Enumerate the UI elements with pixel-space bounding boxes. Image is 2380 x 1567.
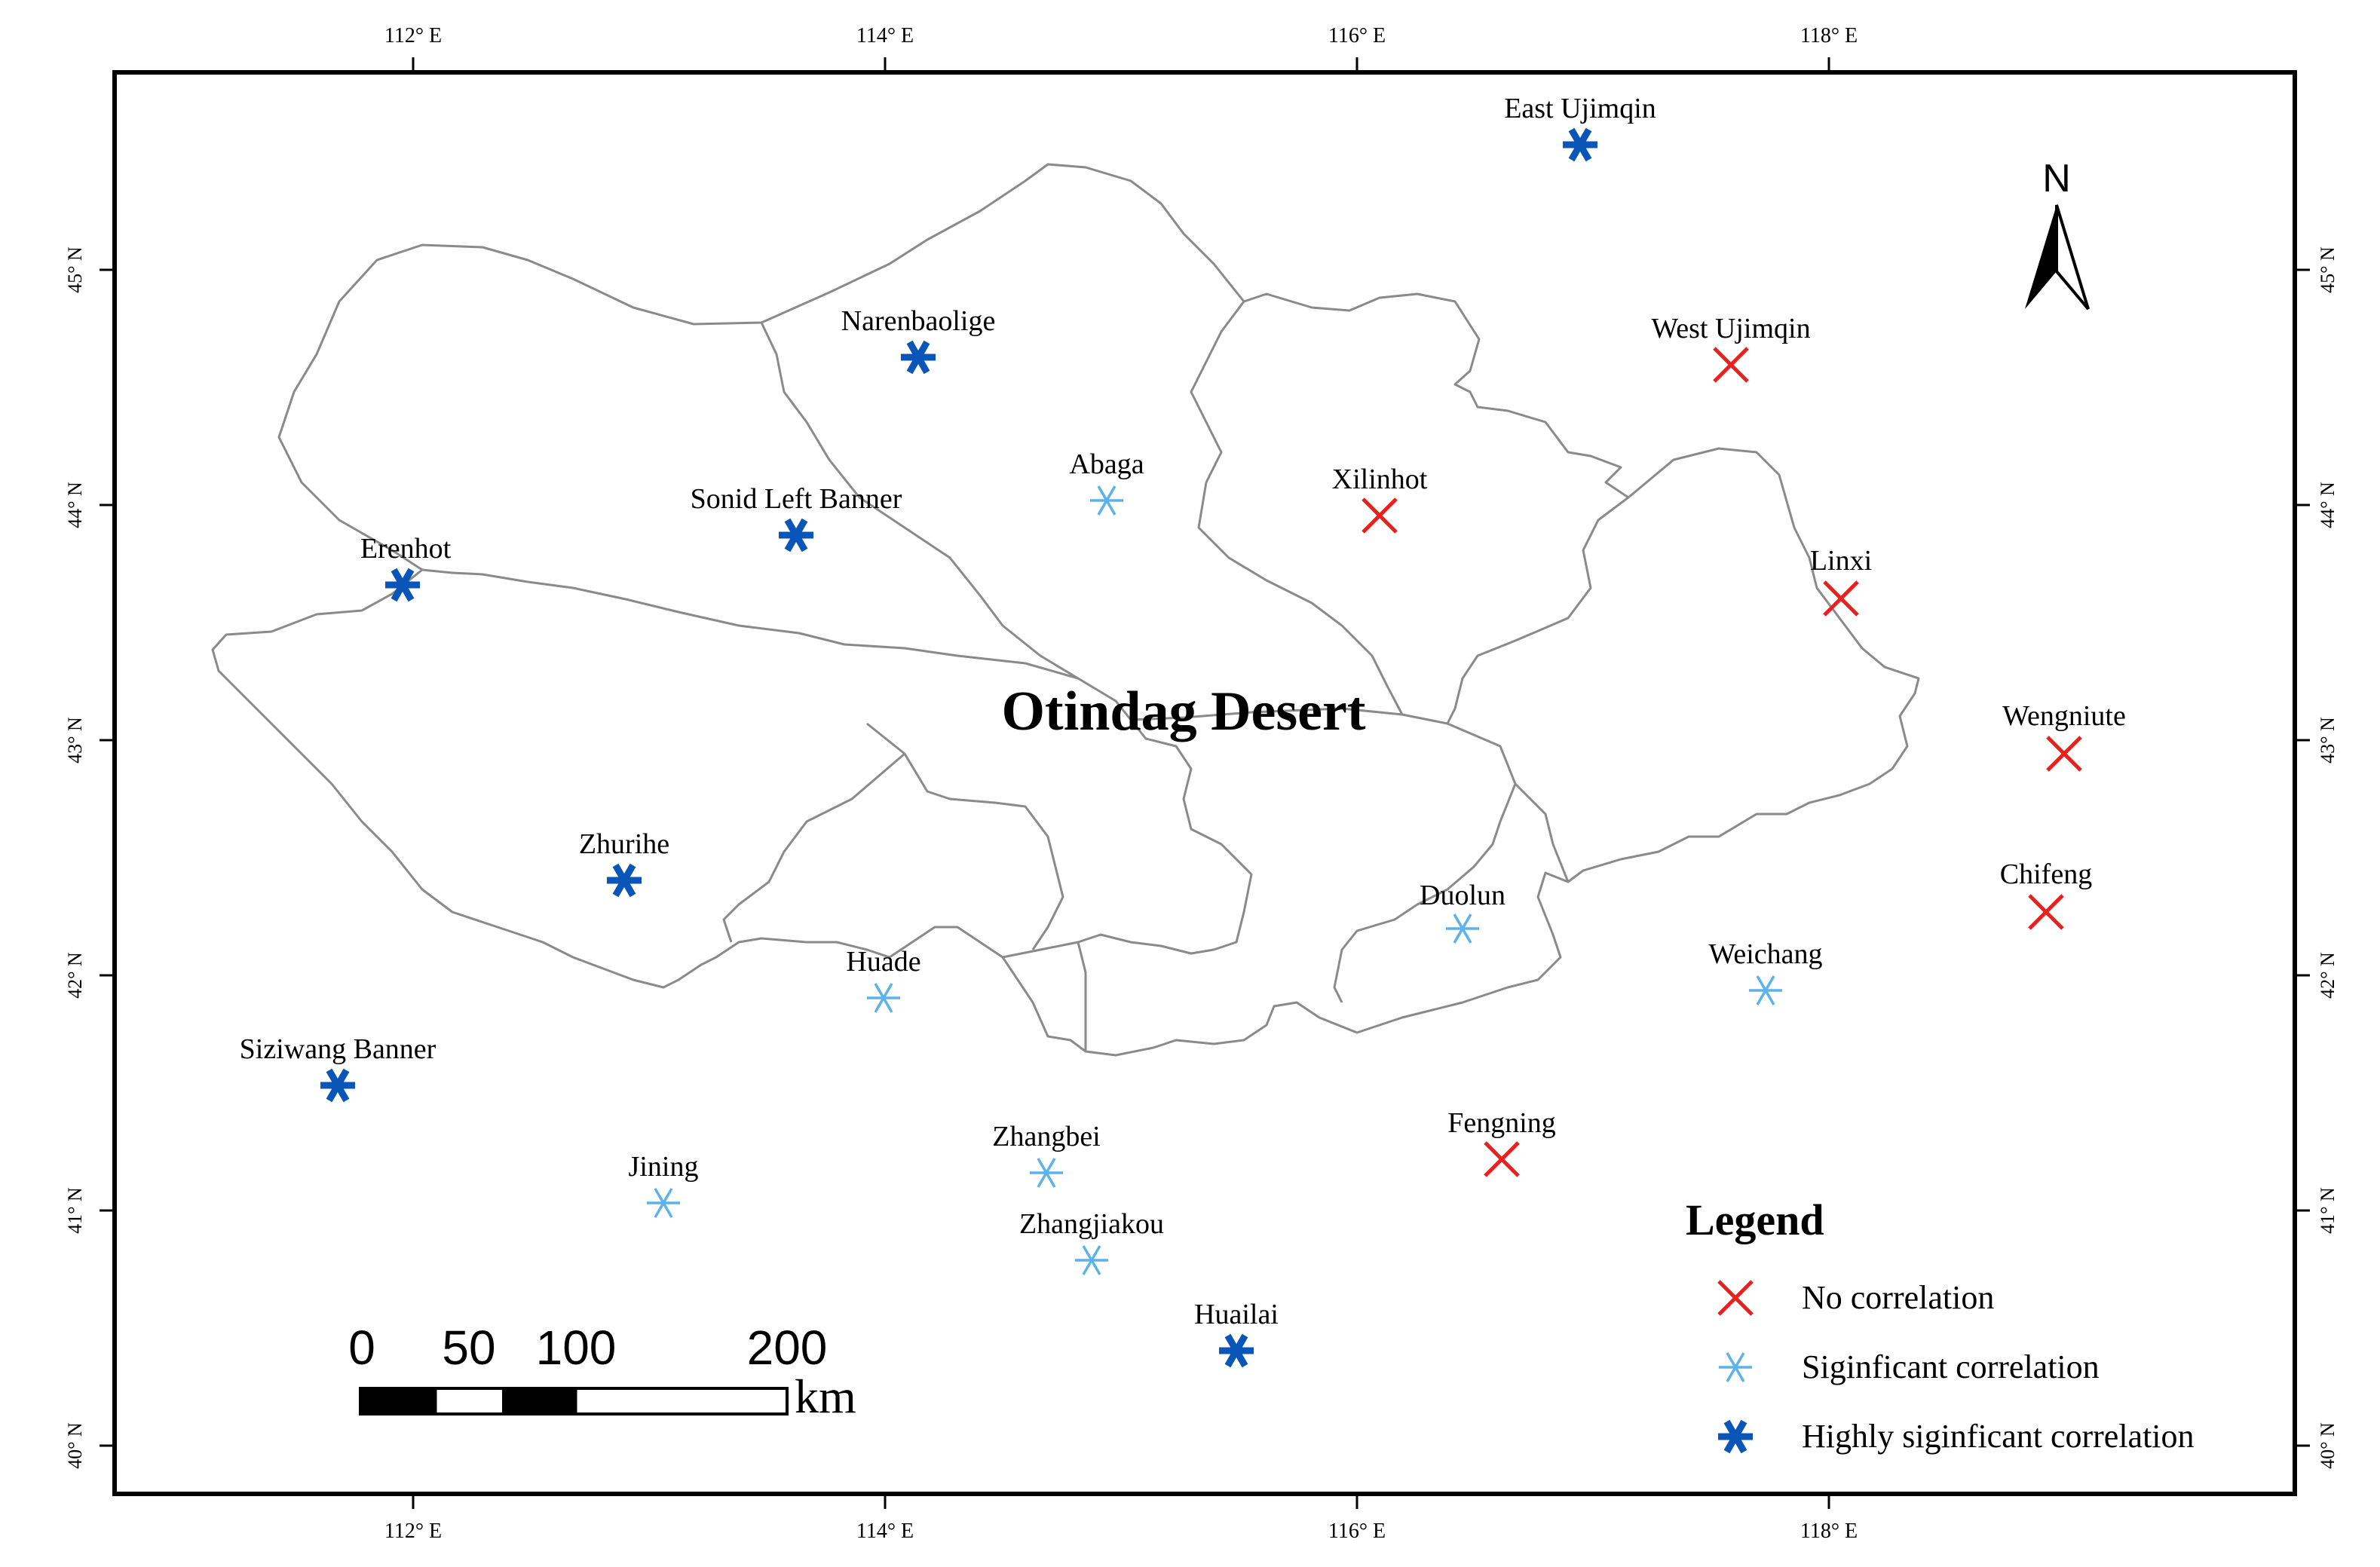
- station-marker-significant[interactable]: [1028, 1157, 1064, 1189]
- station-label: Huailai: [1194, 1299, 1279, 1330]
- longitude-ticks: [412, 57, 1830, 1509]
- station-marker-significant[interactable]: [1444, 913, 1481, 944]
- latitude-ticks: [100, 268, 2310, 1447]
- internal-boundary: [421, 568, 1517, 1003]
- station-label: Wengniute: [2002, 700, 2126, 732]
- latitude-label-right: 45° N: [2317, 246, 2339, 293]
- internal-boundary: [1446, 496, 1629, 724]
- desert-region-outline: [211, 163, 1920, 1057]
- north-arrow-icon: N: [2025, 157, 2090, 311]
- station-label: Fengning: [1447, 1107, 1556, 1139]
- station-marker-significant[interactable]: [865, 982, 902, 1014]
- region-boundaries: [211, 163, 1920, 1057]
- latitude-label-right: 43° N: [2317, 717, 2339, 764]
- legend-item-label: No correlation: [1802, 1279, 1994, 1316]
- station-label: Chifeng: [2000, 858, 2092, 890]
- station-marker-highly-significant[interactable]: [1219, 1336, 1254, 1366]
- latitude-label-right: 40° N: [2317, 1422, 2339, 1469]
- legend-no-correlation-icon: [1719, 1281, 1752, 1315]
- latitude-label-left: 42° N: [64, 952, 86, 999]
- station-marker-no-correlation[interactable]: [1714, 348, 1747, 381]
- station-marker-no-correlation[interactable]: [1824, 582, 1858, 615]
- internal-boundary: [1514, 782, 1570, 883]
- scale-bar: 0 50 100 200 km: [348, 1321, 856, 1423]
- latitude-label-left: 44° N: [64, 482, 86, 528]
- latitude-label-left: 40° N: [64, 1422, 86, 1469]
- station-label: Weichang: [1709, 938, 1823, 970]
- internal-boundary: [1077, 941, 1087, 1051]
- station-marker-no-correlation[interactable]: [1485, 1143, 1518, 1176]
- station-label: Duolun: [1420, 880, 1505, 911]
- station-label: Jining: [629, 1151, 699, 1183]
- station-label: Sonid Left Banner: [691, 483, 902, 515]
- station-label: Zhurihe: [579, 828, 669, 860]
- station-label: Huade: [846, 946, 920, 978]
- longitude-label-top: 114° E: [856, 24, 914, 47]
- station-label: Zhangjiakou: [1019, 1208, 1164, 1240]
- map-title: Otindag Desert: [1002, 681, 1366, 742]
- longitude-label-bottom: 116° E: [1328, 1520, 1386, 1543]
- internal-boundary: [760, 322, 1079, 680]
- latitude-label-left: 41° N: [64, 1187, 86, 1234]
- latitude-label-right: 44° N: [2317, 482, 2339, 528]
- station-label: West Ujimqin: [1651, 313, 1810, 344]
- scale-tick-label: 0: [348, 1321, 375, 1375]
- latitude-label-left: 45° N: [64, 246, 86, 293]
- latitude-label-right: 42° N: [2317, 952, 2339, 999]
- station-label: Narenbaolige: [841, 305, 996, 337]
- longitude-label-bottom: 118° E: [1800, 1520, 1858, 1543]
- legend-title: Legend: [1686, 1195, 1824, 1244]
- latitude-label-right: 41° N: [2317, 1187, 2339, 1234]
- internal-boundary: [1077, 719, 1253, 955]
- internal-boundary: [866, 722, 1064, 950]
- station-label: East Ujimqin: [1504, 93, 1656, 124]
- station-label: Zhangbei: [992, 1121, 1101, 1152]
- internal-boundary: [722, 752, 905, 943]
- map-frame: [112, 70, 2297, 1496]
- station-marker-highly-significant[interactable]: [779, 520, 813, 550]
- scale-tick-label: 50: [442, 1321, 495, 1375]
- legend-significant-icon: [1717, 1351, 1754, 1383]
- station-marker-no-correlation[interactable]: [2048, 737, 2081, 770]
- legend-item-label: Highly siginficant correlation: [1802, 1418, 2195, 1455]
- longitude-label-top: 118° E: [1800, 24, 1858, 47]
- station-label: Linxi: [1810, 545, 1872, 577]
- legend: Legend No correlation Siginficant correl…: [1686, 1195, 2195, 1455]
- station-label: Xilinhot: [1332, 464, 1428, 495]
- station-marker-significant[interactable]: [1089, 485, 1125, 516]
- station-markers: [320, 130, 2081, 1366]
- scale-tick-label: 100: [536, 1321, 617, 1375]
- internal-boundary: [1190, 301, 1404, 715]
- station-marker-highly-significant[interactable]: [607, 865, 642, 895]
- station-label: Siziwang Banner: [240, 1033, 436, 1065]
- station-marker-significant[interactable]: [1747, 975, 1784, 1006]
- station-marker-highly-significant[interactable]: [901, 342, 936, 372]
- legend-highly-significant-icon: [1718, 1422, 1753, 1452]
- station-label: Erenhot: [360, 533, 452, 565]
- longitude-label-top: 116° E: [1328, 24, 1386, 47]
- station-marker-highly-significant[interactable]: [320, 1070, 355, 1100]
- latitude-label-left: 43° N: [64, 717, 86, 764]
- station-label: Abaga: [1069, 448, 1144, 480]
- longitude-label-top: 112° E: [384, 24, 442, 47]
- scale-tick-label: 200: [747, 1321, 828, 1375]
- station-marker-significant[interactable]: [1074, 1244, 1110, 1276]
- station-marker-significant[interactable]: [645, 1187, 682, 1219]
- scale-unit: km: [795, 1370, 856, 1423]
- legend-item-label: Siginficant correlation: [1802, 1348, 2100, 1385]
- station-marker-no-correlation[interactable]: [2029, 895, 2063, 929]
- internal-boundary: [1002, 941, 1079, 959]
- station-marker-highly-significant[interactable]: [1563, 130, 1597, 160]
- station-marker-no-correlation[interactable]: [1363, 499, 1396, 532]
- longitude-label-bottom: 112° E: [384, 1520, 442, 1543]
- longitude-label-bottom: 114° E: [856, 1520, 914, 1543]
- north-label: N: [2042, 157, 2071, 200]
